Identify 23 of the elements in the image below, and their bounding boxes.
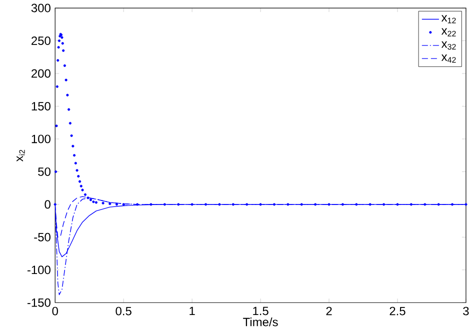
y-tick-label: -50 — [34, 233, 50, 242]
y-tick-label: 300 — [31, 4, 50, 12]
legend-label: x$_{12}$ — [441, 15, 456, 24]
legend-label: x$_{42}$ — [441, 54, 456, 63]
x-tick-label: 0 — [52, 306, 58, 316]
y-tick-label: -100 — [27, 266, 50, 274]
x-axis-title: Time/s — [243, 318, 278, 326]
x-tick-label: 3 — [463, 306, 469, 316]
x-tick-label: 0.5 — [116, 306, 132, 316]
legend-label: x$_{32}$ — [441, 42, 456, 50]
y-tick-label: -150 — [27, 298, 50, 308]
legend-label: x$_{22}$ — [441, 28, 456, 37]
x-tick-label: 1.5 — [253, 306, 268, 316]
x-tick-label: 2.5 — [390, 306, 406, 316]
x-tick-label: 1 — [190, 306, 195, 316]
y-tick-label: 50 — [38, 168, 50, 176]
x-tick-label: 2 — [326, 306, 332, 316]
y-tick-label: 200 — [32, 69, 50, 78]
y-tick-label: 250 — [32, 36, 50, 46]
y-tick-label: 100 — [32, 134, 50, 144]
y-tick-label: 150 — [32, 102, 50, 111]
y-axis-title: x$_{i2}$ — [16, 150, 25, 162]
y-tick-label: 0 — [44, 200, 50, 209]
